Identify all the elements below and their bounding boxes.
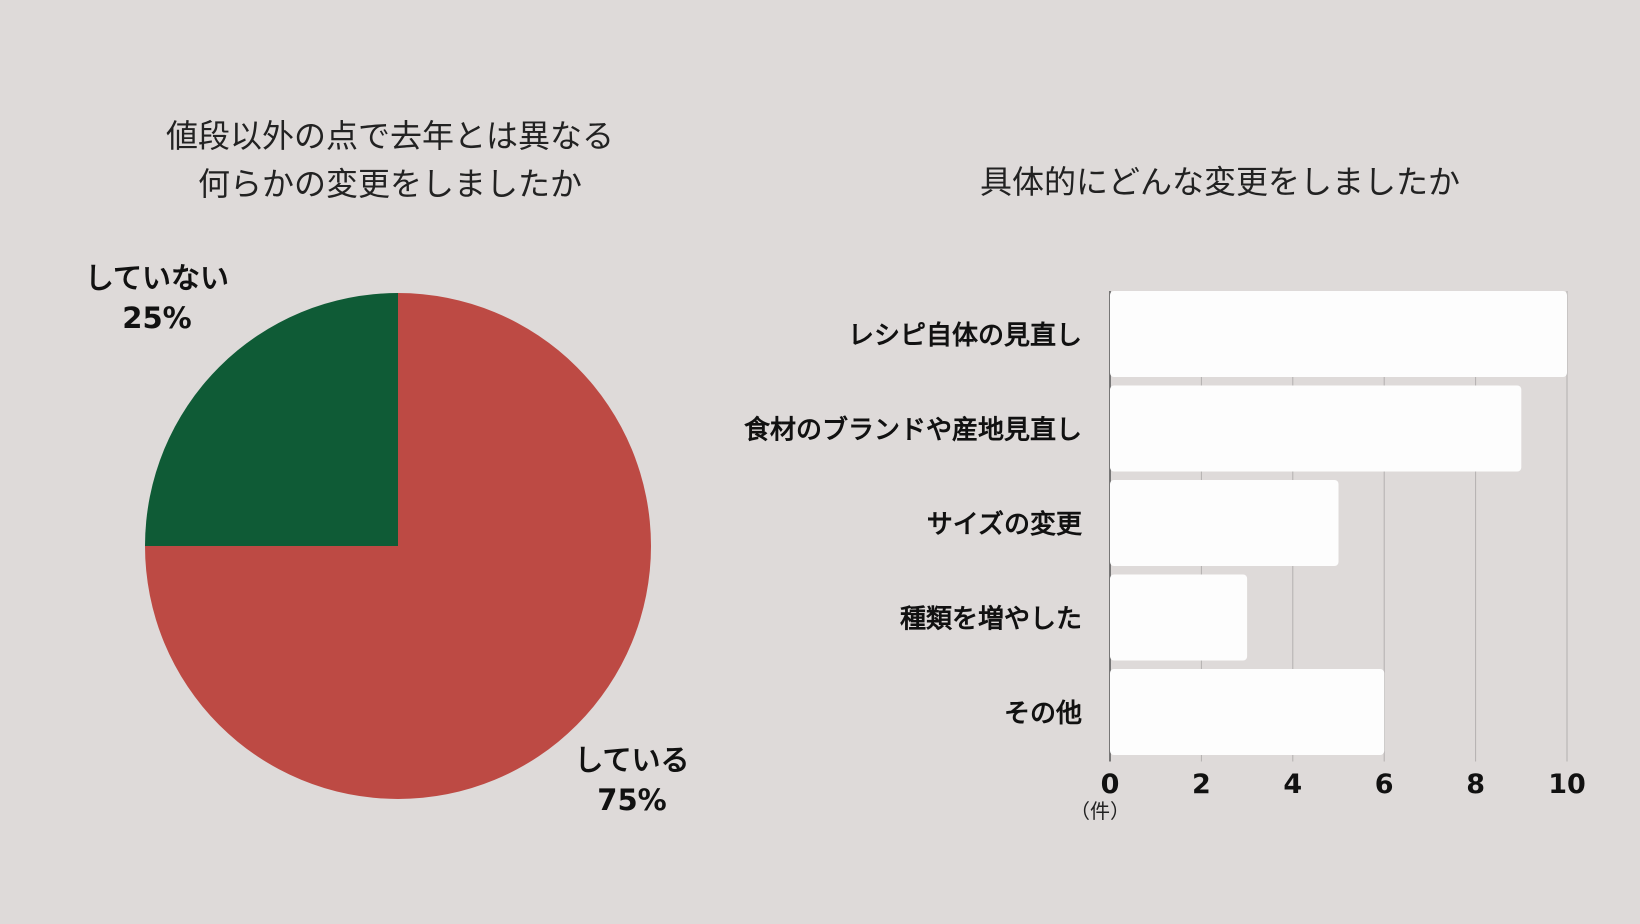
pie-title-line-1: 値段以外の点で去年とは異なる (165, 117, 614, 155)
bar-category-label-1: 食材のブランドや産地見直し (744, 415, 1082, 446)
x-tick-label-3: 6 (1375, 769, 1394, 800)
pie-slice-label-0: している (574, 743, 689, 777)
x-tick-label-5: 10 (1548, 769, 1586, 800)
bar-chart-title: 具体的にどんな変更をしましたか (900, 158, 1540, 206)
bar-2 (1110, 480, 1339, 566)
bar-category-label-4: その他 (1004, 699, 1082, 729)
bar-0 (1110, 291, 1567, 377)
pie-chart: している 75% していない 25% (85, 261, 690, 817)
bar-title-line-1: 具体的にどんな変更をしましたか (979, 163, 1460, 201)
pie-title-line-2: 何らかの変更をしましたか (197, 165, 582, 203)
x-tick-label-0: 0 (1101, 769, 1120, 800)
x-axis-unit: （件） (1070, 799, 1130, 823)
bar-1 (1110, 385, 1522, 472)
pie-slice-pct-1: 25% (122, 301, 191, 335)
x-tick-label-2: 4 (1283, 769, 1302, 800)
pie-chart-title: 値段以外の点で去年とは異なる 何らかの変更をしましたか (70, 112, 710, 208)
x-tick-label-4: 8 (1466, 769, 1485, 800)
bar-category-label-0: レシピ自体の見直し (848, 320, 1082, 351)
x-tick-label-1: 2 (1192, 769, 1211, 800)
bar-category-label-3: 種類を増やした (900, 605, 1082, 635)
bar-category-label-2: サイズの変更 (927, 509, 1083, 540)
pie-slice-label-1: していない (85, 261, 229, 295)
bar-3 (1110, 574, 1248, 661)
bar-4 (1110, 669, 1385, 755)
pie-slice-1 (145, 293, 398, 546)
pie-slice-pct-0: 75% (597, 783, 666, 817)
